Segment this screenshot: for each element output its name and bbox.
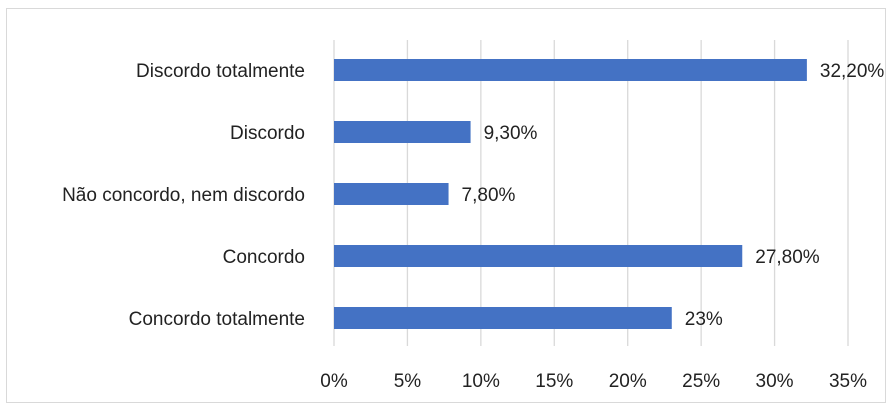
x-tick-label: 25% [682, 371, 720, 392]
category-label: Concordo [223, 247, 305, 268]
x-tick-label: 35% [829, 371, 867, 392]
bar [334, 121, 471, 143]
data-label: 32,20% [820, 61, 885, 82]
category-labels: Discordo totalmente Discordo Não concordo,… [62, 61, 305, 330]
x-tick-label: 30% [756, 371, 794, 392]
data-label: 23% [685, 309, 723, 330]
x-tick-label: 20% [609, 371, 647, 392]
category-label: Não concordo, nem discordo [62, 185, 305, 206]
bar [334, 59, 807, 81]
x-tick-label: 15% [535, 371, 573, 392]
x-axis-tick-labels: 0% 5% 10% 15% 20% 25% 30% 35% [320, 371, 867, 392]
data-label: 27,80% [755, 247, 820, 268]
bar [334, 245, 743, 267]
bar [334, 183, 449, 205]
data-labels: 32,20% 9,30% 7,80% 27,80% 23% [462, 61, 885, 330]
data-label: 7,80% [462, 185, 516, 206]
bar [334, 307, 672, 329]
category-label: Discordo totalmente [136, 61, 305, 82]
x-tick-label: 0% [320, 371, 348, 392]
data-label: 9,30% [484, 123, 538, 144]
category-label: Discordo [230, 123, 305, 144]
bars [334, 59, 807, 329]
x-tick-label: 10% [462, 371, 500, 392]
x-tick-label: 5% [394, 371, 422, 392]
category-label: Concordo totalmente [129, 309, 305, 330]
gridlines [333, 40, 849, 346]
